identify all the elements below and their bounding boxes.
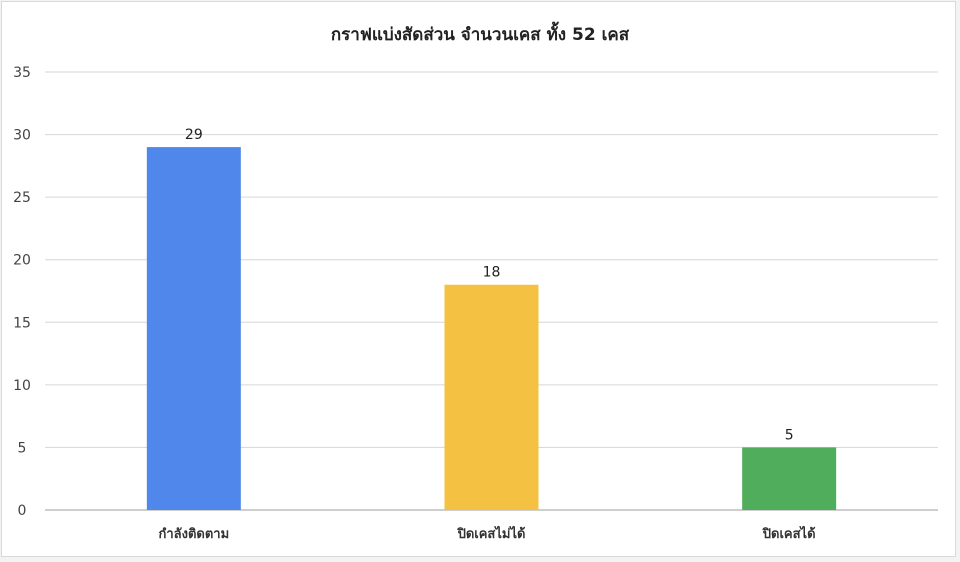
x-tick-label: ปิดเคสได้ — [762, 525, 816, 542]
x-axis: กำลังติดตาม ปิดเคสไม่ได้ ปิดเคสได้ — [158, 525, 815, 542]
y-tick-label: 35 — [13, 65, 31, 81]
y-tick-label: 20 — [13, 253, 31, 269]
data-label: 5 — [785, 427, 794, 443]
y-tick-label: 0 — [18, 503, 27, 519]
bar[interactable] — [146, 147, 241, 511]
bar[interactable] — [444, 284, 539, 510]
data-label: 18 — [483, 265, 501, 281]
data-label: 29 — [185, 127, 203, 143]
x-tick-label: ปิดเคสไม่ได้ — [457, 525, 526, 542]
chart-title: กราฟแบ่งสัดส่วน จำนวนเคส ทั้ง 52 เคส — [331, 21, 630, 45]
bars: 29 18 5 — [146, 127, 837, 511]
y-tick-label: 25 — [13, 190, 31, 206]
y-tick-label: 30 — [13, 128, 31, 144]
y-axis: 0 5 10 15 20 25 30 35 — [13, 65, 31, 519]
x-tick-label: กำลังติดตาม — [158, 526, 229, 542]
y-tick-label: 5 — [18, 440, 27, 456]
y-tick-label: 10 — [13, 378, 31, 394]
bar[interactable] — [742, 447, 837, 510]
y-tick-label: 15 — [13, 315, 31, 331]
